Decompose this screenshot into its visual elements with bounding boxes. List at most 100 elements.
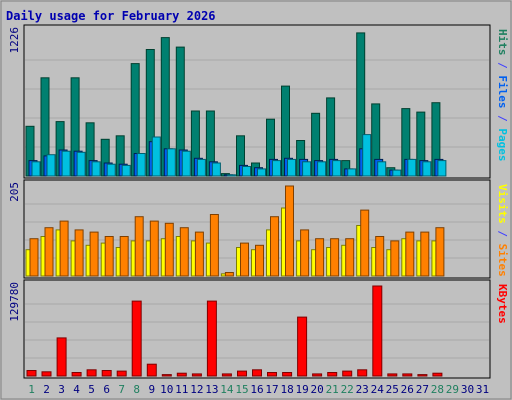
- bar-kbytes-day-23: [357, 369, 368, 377]
- series-label-part: KBytes: [496, 284, 509, 324]
- day-label-17: 17: [265, 383, 278, 396]
- bar-kbytes-day-3: [56, 337, 67, 377]
- series-label-part: /: [496, 56, 509, 76]
- series-label-part: Sites: [496, 244, 509, 277]
- day-label-10: 10: [160, 383, 173, 396]
- day-label-30: 30: [461, 383, 474, 396]
- bar-sites-day-22: [345, 238, 355, 277]
- bar-sites-day-19: [300, 229, 310, 277]
- day-label-28: 28: [431, 383, 444, 396]
- day-label-31: 31: [476, 383, 489, 396]
- day-label-25: 25: [386, 383, 399, 396]
- bar-pages-day-8: [136, 153, 146, 177]
- day-label-21: 21: [326, 383, 339, 396]
- bar-kbytes-day-18: [282, 372, 293, 377]
- bar-kbytes-day-26: [402, 373, 413, 377]
- series-label-part: /: [496, 224, 509, 244]
- day-label-18: 18: [280, 383, 293, 396]
- panel-frame: [23, 179, 491, 279]
- bar-kbytes-day-4: [71, 372, 82, 377]
- bar-pages-day-14: [226, 174, 236, 177]
- y-axis-series-label: Hits / Files / Pages: [496, 29, 509, 162]
- bar-kbytes-day-10: [161, 374, 172, 377]
- bar-sites-day-27: [420, 231, 430, 277]
- bar-sites-day-10: [164, 222, 174, 277]
- bar-pages-day-7: [121, 164, 131, 177]
- y-axis-series-label: Visits / Sites: [496, 184, 509, 277]
- day-label-3: 3: [58, 383, 65, 396]
- y-axis-series-label: KBytes: [496, 284, 509, 324]
- bar-pages-day-27: [422, 161, 432, 177]
- bar-kbytes-day-6: [101, 370, 112, 377]
- bar-sites-day-17: [270, 216, 279, 277]
- y-axis-max-label: 1226: [8, 27, 21, 54]
- day-label-4: 4: [73, 383, 80, 396]
- bar-pages-day-21: [332, 160, 342, 177]
- bar-kbytes-day-16: [252, 369, 262, 377]
- bar-pages-day-1: [31, 161, 41, 177]
- day-label-12: 12: [190, 383, 203, 396]
- bar-pages-day-2: [46, 154, 56, 177]
- bar-sites-day-15: [240, 242, 249, 277]
- bar-sites-day-2: [44, 227, 54, 277]
- day-label-1: 1: [28, 383, 35, 396]
- panel-frame: [23, 279, 491, 379]
- x-axis-day-labels: 1 2 3 4 5 6 7 8 9 10 11 12 13 14 15 16 17 18 19 20 21 22 23 24 2…: [28, 383, 489, 396]
- bar-pages-day-13: [211, 162, 221, 177]
- y-axis-max-label: 205: [8, 182, 21, 202]
- bar-kbytes-day-11: [176, 372, 187, 377]
- bar-pages-day-18: [287, 158, 296, 177]
- bar-pages-day-3: [61, 150, 71, 177]
- day-label-9: 9: [148, 383, 155, 396]
- day-label-29: 29: [446, 383, 459, 396]
- bar-sites-day-14: [224, 272, 234, 277]
- chart-panels: 1226 Hits / Files / Pages 205 Visits / Site…: [8, 24, 509, 379]
- bar-pages-day-5: [91, 161, 101, 177]
- bar-sites-day-18: [285, 185, 294, 277]
- day-label-7: 7: [118, 383, 125, 396]
- bar-pages-day-19: [302, 161, 312, 177]
- bar-sites-day-26: [405, 231, 415, 277]
- day-label-11: 11: [175, 383, 188, 396]
- day-label-19: 19: [295, 383, 308, 396]
- bar-kbytes-day-5: [86, 369, 97, 377]
- y-axis-max-label: 129780: [8, 282, 21, 322]
- day-label-24: 24: [371, 383, 385, 396]
- bar-kbytes-day-13: [206, 300, 217, 377]
- bar-kbytes-day-12: [191, 373, 202, 377]
- series-label-part: Pages: [496, 128, 509, 161]
- chart-title: Daily usage for February 2026: [6, 9, 216, 23]
- series-label-part: /: [496, 109, 509, 129]
- bar-pages-day-12: [196, 158, 206, 177]
- day-label-27: 27: [416, 383, 429, 396]
- bar-sites-day-1: [29, 238, 39, 277]
- bar-pages-day-20: [317, 161, 327, 177]
- series-label-part: Visits: [496, 184, 509, 224]
- bar-kbytes-day-15: [237, 370, 247, 377]
- day-label-2: 2: [43, 383, 50, 396]
- bar-sites-day-24: [375, 236, 385, 277]
- bar-kbytes-day-9: [146, 363, 157, 377]
- bar-pages-day-9: [151, 136, 161, 177]
- day-label-22: 22: [341, 383, 354, 396]
- bar-sites-day-20: [315, 238, 325, 277]
- bar-sites-day-21: [330, 238, 340, 277]
- bar-pages-day-16: [257, 168, 266, 177]
- day-label-15: 15: [235, 383, 248, 396]
- bar-kbytes-day-27: [417, 374, 428, 377]
- day-label-13: 13: [205, 383, 218, 396]
- bar-kbytes-day-17: [267, 372, 277, 377]
- day-label-8: 8: [133, 383, 140, 396]
- bar-pages-day-22: [347, 168, 357, 177]
- day-label-16: 16: [250, 383, 263, 396]
- bar-kbytes-day-28: [432, 372, 443, 377]
- bar-sites-day-28: [435, 227, 445, 277]
- bar-sites-day-13: [209, 214, 219, 277]
- bar-pages-day-6: [106, 163, 116, 177]
- bar-pages-day-17: [272, 160, 281, 177]
- bar-kbytes-day-19: [297, 316, 308, 377]
- bar-kbytes-day-20: [312, 373, 323, 377]
- bar-kbytes-day-21: [327, 372, 338, 377]
